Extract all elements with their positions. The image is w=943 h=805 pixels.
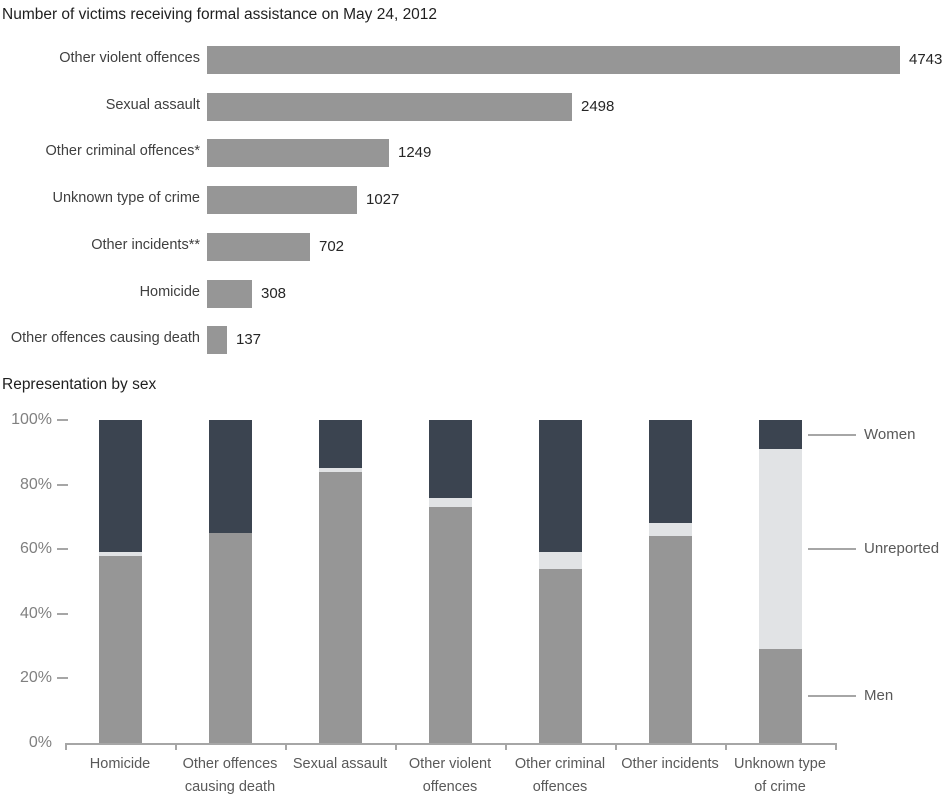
hbar-value-label: 4743 [909,51,943,68]
hbar-category-label: Unknown type of crime [52,190,200,207]
hbar-bar [207,46,900,74]
representation-stacked-chart: Representation by sex 0% 20% 40% 60% 80% 100%… [0,370,943,805]
segment-men [648,536,692,743]
x-category-label: Other violent offences [408,756,492,795]
segment-women [538,420,582,553]
hbar-bar [207,326,227,355]
x-axis-line [65,743,835,745]
hbar-plot-area: Other violent offences 4743 Sexual assault… [0,0,943,370]
x-category-label: Other offences causing death [182,756,278,795]
hbar-category-label: Sexual assault [105,96,200,113]
x-axis-tick [835,743,837,750]
segment-women [648,420,692,524]
stacked-plot-area: 0% 20% 40% 60% 80% 100% Homicide Other offences… [0,370,943,805]
hbar-bar [207,92,572,121]
hbar-bar [207,186,357,215]
y-axis-tick-dash [57,419,68,421]
y-axis-tick-label: 60% [19,540,52,558]
y-axis-tick-dash [57,483,68,486]
x-axis-tick [65,743,67,750]
segment-women [758,420,802,450]
segment-women [98,420,142,553]
y-axis-tick-label: 100% [11,411,52,428]
segment-unreported [538,552,582,569]
stacked-chart-title: Representation by sex [2,376,157,393]
hbar-value-label: 1249 [398,144,432,162]
y-axis-tick-label: 0% [28,734,52,751]
legend-label: Women [864,425,916,443]
hbar-value-label: 1027 [366,191,400,209]
x-axis-tick [615,743,617,750]
y-axis-tick-dash [57,612,68,615]
y-axis-tick-dash [57,677,68,680]
legend-leader-line [808,548,856,551]
segment-unreported [428,497,472,508]
y-axis-tick-dash [57,548,68,551]
x-category-label: Homicide [89,756,151,772]
segment-women [428,420,472,498]
x-category-label: Sexual assault [292,756,388,772]
segment-women [318,420,362,469]
x-axis-tick [285,743,287,750]
segment-men [318,471,362,743]
segment-men [208,533,252,743]
hbar-category-label: Other criminal offences* [45,143,200,160]
hbar-category-label: Homicide [139,283,200,300]
y-axis-tick-label: 80% [19,475,52,493]
hbar-value-label: 2498 [581,97,615,115]
legend-leader-line [808,433,856,436]
hbar-value-label: 308 [261,284,287,302]
x-category-label: Other criminal offences [514,756,606,795]
segment-women [208,420,252,534]
hbar-value-label: 137 [236,331,262,349]
segment-men [428,507,472,743]
x-category-label: Other incidents [621,756,719,772]
hbar-chart-title: Number of victims receiving formal assis… [2,6,438,23]
hbar-value-label: 702 [319,237,345,255]
y-axis-tick-label: 40% [19,604,52,622]
segment-men [98,555,142,743]
y-axis-tick-label: 20% [19,669,52,687]
hbar-category-label: Other violent offences [59,50,200,66]
hbar-bar [207,139,389,168]
hbar-bar [207,279,252,308]
segment-unreported [318,468,362,472]
hbar-category-label: Other incidents** [91,236,200,253]
segment-men [758,649,802,743]
segment-unreported [98,552,142,556]
victims-hbar-chart: Number of victims receiving formal assis… [0,0,943,370]
hbar-category-label: Other offences causing death [10,330,200,347]
x-category-label: Unknown type of crime [734,756,826,795]
legend-leader-line [808,695,856,698]
x-axis-tick [505,743,507,750]
x-axis-tick [175,743,177,750]
segment-unreported [758,449,802,650]
x-axis-tick [725,743,727,750]
hbar-bar [207,232,310,261]
segment-men [538,568,582,743]
legend-label: Unreported [864,540,940,558]
x-axis-tick [395,743,397,750]
legend-label: Men [864,687,894,705]
segment-unreported [648,523,692,537]
